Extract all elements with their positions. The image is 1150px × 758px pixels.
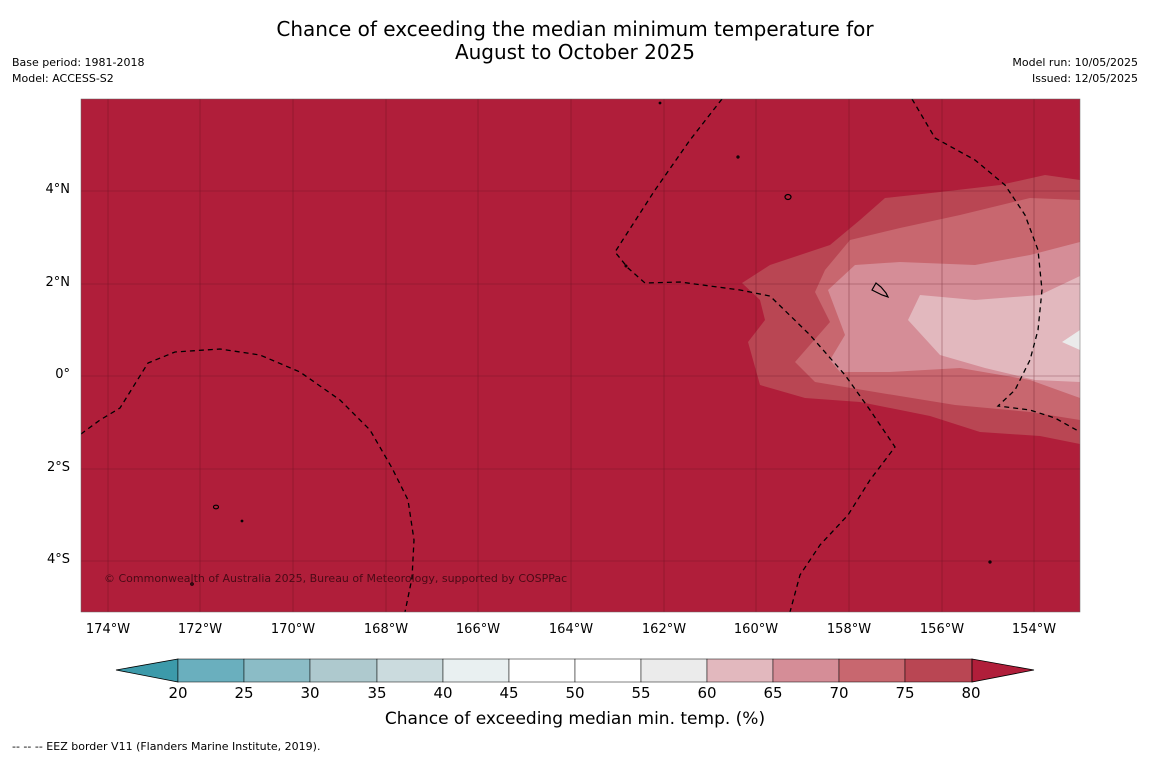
contour-60	[908, 276, 1080, 382]
title-line-2: August to October 2025	[454, 40, 696, 64]
colorbar-extend-low	[115, 658, 179, 683]
colorbar-extend-high	[971, 658, 1035, 683]
colorbar-tick-label: 35	[367, 684, 387, 702]
colorbar-tick-label: 70	[829, 684, 849, 702]
lon-label: 172°W	[177, 622, 223, 637]
colorbar-tick-label: 55	[631, 684, 651, 702]
lat-label: 4°S	[46, 552, 70, 567]
base-period: Base period: 1981-2018	[12, 56, 145, 69]
colorbar-tick-label: 20	[168, 684, 188, 702]
copyright-text: © Commonwealth of Australia 2025, Bureau…	[104, 572, 568, 585]
lon-label: 168°W	[363, 622, 409, 637]
colorbar-bin	[706, 658, 774, 683]
colorbar-tick-label: 45	[499, 684, 519, 702]
lat-label: 2°S	[46, 460, 70, 475]
meta-left: Base period: 1981-2018 Model: ACCESS-S2	[12, 55, 144, 87]
colorbar-bin	[574, 658, 642, 683]
model-name: Model: ACCESS-S2	[12, 72, 114, 85]
colorbar-bin	[243, 658, 311, 683]
colorbar-bin	[177, 658, 245, 683]
model-run: Model run: 10/05/2025	[1012, 56, 1138, 69]
lon-label: 158°W	[826, 622, 872, 637]
colorbar-bin	[376, 658, 444, 683]
lon-label: 174°W	[85, 622, 131, 637]
eez-footnote: -- -- -- EEZ border V11 (Flanders Marine…	[12, 740, 321, 753]
map-title: Chance of exceeding the median minimum t…	[0, 18, 1150, 64]
lon-label: 156°W	[919, 622, 965, 637]
colorbar-bin	[838, 658, 906, 683]
colorbar	[115, 658, 1035, 683]
contour-55	[1062, 330, 1080, 350]
eez-borders	[81, 99, 1080, 612]
colorbar-tick-label: 40	[433, 684, 453, 702]
lon-label: 166°W	[455, 622, 501, 637]
lat-label: 0°	[55, 367, 70, 382]
colorbar-bin	[640, 658, 708, 683]
colorbar-bin	[904, 658, 973, 683]
lon-label: 154°W	[1011, 622, 1057, 637]
meta-right: Model run: 10/05/2025 Issued: 12/05/2025	[1012, 55, 1138, 87]
lat-label: 4°N	[45, 182, 71, 197]
colorbar-title: Chance of exceeding median min. temp. (%…	[384, 709, 766, 729]
colorbar-bin	[309, 658, 378, 683]
issued-date: Issued: 12/05/2025	[1031, 72, 1138, 85]
title-line-1: Chance of exceeding the median minimum t…	[276, 17, 874, 41]
colorbar-bin	[508, 658, 576, 683]
colorbar-bin	[772, 658, 840, 683]
colorbar-tick-label: 75	[895, 684, 915, 702]
colorbar-bin	[442, 658, 510, 683]
colorbar-tick-label: 25	[234, 684, 254, 702]
colorbar-tick-label: 80	[961, 684, 981, 702]
lon-label: 160°W	[733, 622, 779, 637]
graticule	[81, 99, 1080, 612]
lat-label: 2°N	[45, 275, 71, 290]
colorbar-tick-label: 65	[763, 684, 783, 702]
colorbar-tick-label: 60	[697, 684, 717, 702]
lon-label: 170°W	[270, 622, 316, 637]
map-frame	[80, 98, 1081, 613]
lon-label: 162°W	[641, 622, 687, 637]
map-area	[81, 99, 1080, 612]
colorbar-tick-label: 30	[300, 684, 320, 702]
lon-label: 164°W	[548, 622, 594, 637]
islands	[190, 101, 992, 586]
colorbar-tick-label: 50	[565, 684, 585, 702]
